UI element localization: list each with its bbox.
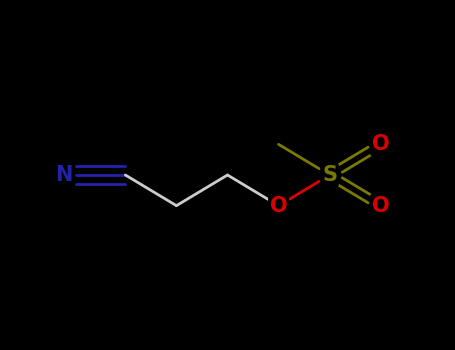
Text: N: N: [56, 165, 73, 185]
Text: O: O: [372, 134, 389, 154]
Text: O: O: [372, 196, 389, 216]
Text: S: S: [322, 165, 337, 185]
Text: O: O: [270, 196, 288, 216]
